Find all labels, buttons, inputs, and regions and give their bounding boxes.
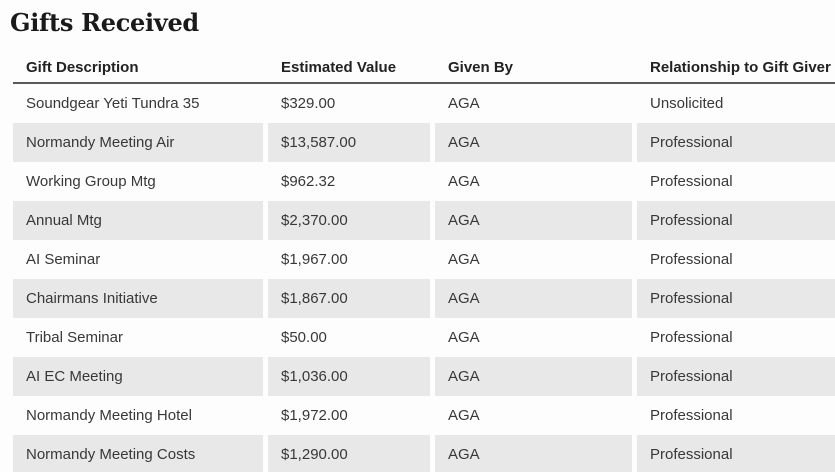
- cell-estimated-value: $1,972.00: [281, 407, 348, 424]
- cell-estimated-value: $2,370.00: [268, 201, 430, 240]
- cell-gift-description: Chairmans Initiative: [13, 279, 263, 318]
- cell-estimated-value: $962.32: [281, 173, 336, 190]
- cell-estimated-value: $1,967.00: [281, 251, 348, 268]
- column-header-given-by: Given By: [448, 58, 514, 76]
- cell-given-by: AGA: [448, 173, 480, 190]
- cell-estimated-value: $50.00: [281, 329, 327, 346]
- cell-relationship: Professional: [637, 435, 835, 472]
- table-row: AI Seminar $1,967.00 AGA Professional: [13, 240, 835, 279]
- cell-relationship: Professional: [637, 123, 835, 162]
- cell-estimated-value: $1,036.00: [268, 357, 430, 396]
- table-row: Soundgear Yeti Tundra 35 $329.00 AGA Uns…: [13, 84, 835, 123]
- table-body: Soundgear Yeti Tundra 35 $329.00 AGA Uns…: [13, 84, 835, 472]
- table-row: AI EC Meeting $1,036.00 AGA Professional: [13, 357, 835, 396]
- table-row: Normandy Meeting Hotel $1,972.00 AGA Pro…: [13, 396, 835, 435]
- table-header-row: Gift Description Estimated Value Given B…: [13, 52, 835, 84]
- cell-given-by: AGA: [448, 251, 480, 268]
- cell-gift-description: Soundgear Yeti Tundra 35: [26, 95, 200, 112]
- table-row: Normandy Meeting Air $13,587.00 AGA Prof…: [13, 123, 835, 162]
- column-header-relationship: Relationship to Gift Giver: [650, 58, 831, 76]
- cell-relationship: Professional: [637, 201, 835, 240]
- cell-given-by: AGA: [435, 201, 632, 240]
- cell-relationship: Professional: [650, 173, 733, 190]
- gifts-received-table: Gift Description Estimated Value Given B…: [13, 52, 835, 472]
- cell-gift-description: Tribal Seminar: [26, 329, 123, 346]
- cell-given-by: AGA: [448, 329, 480, 346]
- table-row: Working Group Mtg $962.32 AGA Profession…: [13, 162, 835, 201]
- table-row: Chairmans Initiative $1,867.00 AGA Profe…: [13, 279, 835, 318]
- cell-given-by: AGA: [435, 279, 632, 318]
- table-row: Annual Mtg $2,370.00 AGA Professional: [13, 201, 835, 240]
- cell-given-by: AGA: [435, 123, 632, 162]
- cell-given-by: AGA: [435, 435, 632, 472]
- cell-estimated-value: $1,290.00: [268, 435, 430, 472]
- cell-estimated-value: $13,587.00: [268, 123, 430, 162]
- cell-gift-description: Annual Mtg: [13, 201, 263, 240]
- cell-relationship: Professional: [650, 407, 733, 424]
- cell-gift-description: Normandy Meeting Hotel: [26, 407, 192, 424]
- cell-relationship: Professional: [650, 251, 733, 268]
- column-header-gift-description: Gift Description: [26, 58, 139, 76]
- cell-relationship: Professional: [637, 279, 835, 318]
- cell-estimated-value: $329.00: [281, 95, 336, 112]
- cell-given-by: AGA: [448, 407, 480, 424]
- cell-gift-description: AI EC Meeting: [13, 357, 263, 396]
- cell-given-by: AGA: [435, 357, 632, 396]
- cell-estimated-value: $1,867.00: [268, 279, 430, 318]
- cell-relationship: Unsolicited: [650, 95, 724, 112]
- cell-gift-description: Normandy Meeting Costs: [13, 435, 263, 472]
- page-title: Gifts Received: [10, 8, 199, 37]
- cell-gift-description: Normandy Meeting Air: [13, 123, 263, 162]
- cell-gift-description: AI Seminar: [26, 251, 101, 268]
- column-header-estimated-value: Estimated Value: [281, 58, 397, 76]
- table-row: Normandy Meeting Costs $1,290.00 AGA Pro…: [13, 435, 835, 472]
- cell-given-by: AGA: [448, 95, 480, 112]
- cell-relationship: Professional: [637, 357, 835, 396]
- cell-relationship: Professional: [650, 329, 733, 346]
- cell-gift-description: Working Group Mtg: [26, 173, 156, 190]
- table-row: Tribal Seminar $50.00 AGA Professional: [13, 318, 835, 357]
